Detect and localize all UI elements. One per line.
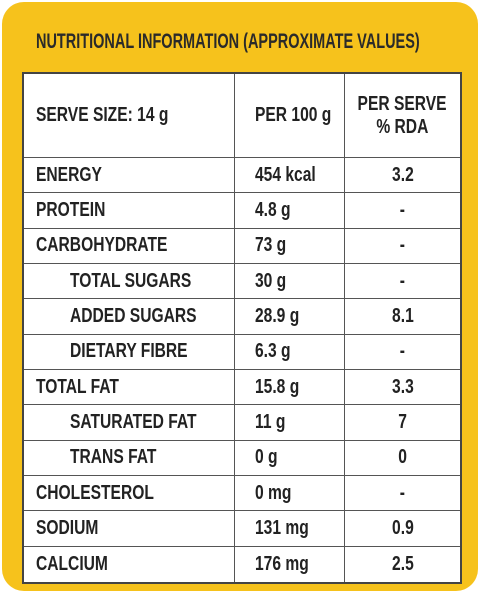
table-row: SODIUM 131 mg 0.9 [24,511,460,547]
table-cell: 11 g [234,405,344,440]
table-row: ENERGY 454 kcal 3.2 [24,158,460,194]
table-cell: 7 [344,405,460,440]
table-row: DIETARY FIBRE 6.3 g - [24,334,460,370]
table-row: PROTEIN 4.8 g - [24,193,460,229]
table-cell: 28.9 g [234,299,344,334]
table-cell: CARBOHYDRATE [24,229,234,263]
table-cell: SODIUM [24,511,234,545]
table-cell: - [344,228,460,263]
table-row: ADDED SUGARS 28.9 g 8.1 [24,299,460,335]
header-text: SERVE SIZE: 14 g [36,104,169,126]
table-cell: 2.5 [344,546,460,582]
per-100g-text: 4.8 g [255,198,291,221]
rda-text: - [399,198,406,221]
table-cell: 73 g [234,228,344,263]
table-cell: ENERGY [24,158,234,192]
rda-text: 7 [398,410,407,433]
table-cell: ADDED SUGARS [24,299,234,333]
table-cell: TOTAL SUGARS [24,264,234,298]
table-cell: 454 kcal [234,158,344,193]
per-100g-text: 454 kcal [255,163,316,186]
name-text: DIETARY FIBRE [70,340,188,363]
table-cell: 15.8 g [234,370,344,405]
rda-text: - [399,269,406,292]
table-cell: 3.2 [344,158,460,193]
table-cell: 0 mg [234,476,344,511]
name-text: TOTAL FAT [36,375,119,398]
table-cell: 4.8 g [234,193,344,228]
table-cell: 8.1 [344,299,460,334]
name-text: SATURATED FAT [70,410,197,433]
table-row: TOTAL SUGARS 30 g - [24,264,460,300]
table-cell: - [344,334,460,369]
table-cell: 176 mg [234,546,344,582]
rda-text: - [399,234,406,257]
table-row: CARBOHYDRATE 73 g - [24,228,460,264]
rda-text: 2.5 [391,552,414,575]
per-100g-text: 131 mg [255,516,309,539]
table-cell: - [344,193,460,228]
rda-text: - [399,481,406,504]
header-text: PER 100 g [255,104,332,126]
table-cell: SATURATED FAT [24,405,234,439]
header-text: % RDA [376,115,429,138]
table-cell: TRANS FAT [24,441,234,475]
rda-text: 3.3 [391,375,414,398]
table-cell: 0.9 [344,511,460,546]
table-cell: TOTAL FAT [24,370,234,404]
table-cell: - [344,476,460,511]
table-cell: 0 [344,440,460,475]
table-cell: DIETARY FIBRE [24,335,234,369]
table-cell: 0 g [234,440,344,475]
rda-text: 3.2 [391,163,414,186]
name-text: TRANS FAT [70,446,157,469]
nutrition-table: SERVE SIZE: 14 g PER 100 g PER SERVE% RDA E… [22,72,462,584]
name-text: SODIUM [36,516,99,539]
per-100g-text: 0 g [255,446,278,469]
name-text: ENERGY [36,163,102,186]
table-cell: 6.3 g [234,334,344,369]
per-100g-text: 30 g [255,269,287,292]
table-row: CALCIUM 176 mg 2.5 [24,546,460,582]
per-100g-text: 176 mg [255,552,309,575]
table-row: TOTAL FAT 15.8 g 3.3 [24,370,460,406]
table-cell: PROTEIN [24,193,234,227]
per-100g-text: 28.9 g [255,304,300,327]
per-100g-text: 73 g [255,234,287,257]
table-row: SATURATED FAT 11 g 7 [24,405,460,441]
table-cell: - [344,264,460,299]
header-cell: PER SERVE% RDA [344,74,460,157]
rda-text: 8.1 [391,304,414,327]
header-stack: PER SERVE% RDA [345,93,459,139]
table-cell: CHOLESTEROL [24,476,234,510]
rda-text: - [399,340,406,363]
name-text: ADDED SUGARS [70,304,197,327]
table-cell: CALCIUM [24,547,234,582]
name-text: CARBOHYDRATE [36,234,168,257]
per-100g-text: 15.8 g [255,375,300,398]
header-row: SERVE SIZE: 14 g PER 100 g PER SERVE% RDA [24,74,460,158]
table-cell: 3.3 [344,370,460,405]
table-row: CHOLESTEROL 0 mg - [24,476,460,512]
table-row: TRANS FAT 0 g 0 [24,440,460,476]
table-cell: 131 mg [234,511,344,546]
table-cell: 30 g [234,264,344,299]
name-text: TOTAL SUGARS [70,269,192,292]
title: NUTRITIONAL INFORMATION (APPROXIMATE VAL… [36,30,420,53]
rda-text: 0.9 [391,516,414,539]
name-text: PROTEIN [36,198,106,221]
name-text: CALCIUM [36,552,108,575]
per-100g-text: 6.3 g [255,340,291,363]
name-text: CHOLESTEROL [36,481,154,504]
header-text: PER SERVE [357,92,448,115]
per-100g-text: 11 g [255,410,286,433]
per-100g-text: 0 mg [255,481,292,504]
rda-text: 0 [398,446,407,469]
header-cell: SERVE SIZE: 14 g [24,74,234,157]
header-cell: PER 100 g [234,74,344,157]
